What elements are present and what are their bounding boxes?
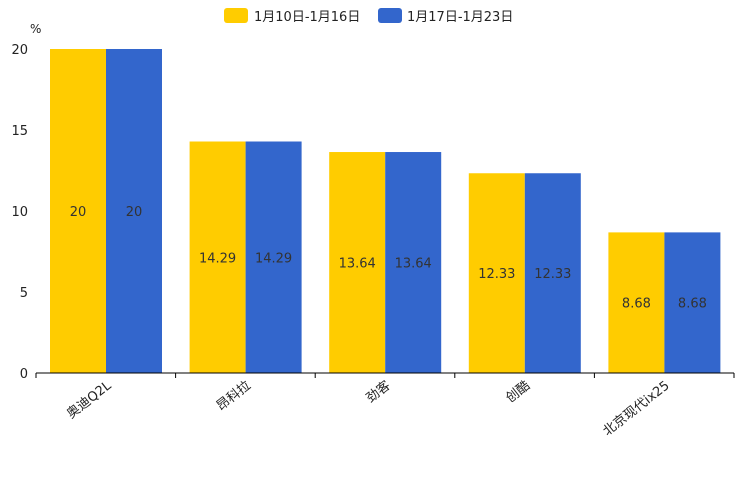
legend-swatch-2	[378, 8, 402, 23]
legend-label-1: 1月10日-1月16日	[254, 10, 360, 25]
y-tick-label-5: 5	[20, 286, 28, 301]
legend-item-2: 1月17日-1月23日	[378, 8, 513, 25]
bars: 20 20 14.29 14.29 13.64 13.64 12.33 12.33 8.68 8.…	[50, 49, 721, 373]
bar-2-1	[106, 49, 162, 373]
bar-2-5	[664, 232, 721, 373]
data-label-2-3: 13.64	[395, 257, 432, 272]
x-category-label-1: 奥迪Q2L	[64, 378, 115, 422]
bar-1-2	[189, 141, 246, 373]
y-axis-unit-label: %	[30, 22, 41, 36]
data-label-1-2: 14.29	[199, 251, 236, 266]
bar-1-4	[468, 173, 525, 373]
bar-2-2	[245, 141, 302, 373]
x-category-label-2: 昂科拉	[214, 378, 254, 414]
y-tick-label-15: 15	[11, 124, 28, 139]
x-category-label-5: 北京现代ix25	[600, 378, 672, 439]
x-axis: 奥迪Q2L 昂科拉 劲客 创酷 北京现代ix25	[35, 372, 735, 439]
bar-2-3	[385, 152, 442, 373]
bar-1-3	[329, 152, 386, 373]
data-label-2-4: 12.33	[534, 267, 571, 282]
x-category-label-3: 劲客	[363, 378, 393, 407]
y-tick-label-10: 10	[11, 205, 28, 220]
data-label-1-1: 20	[70, 205, 87, 220]
bar-1-1	[50, 49, 106, 373]
data-label-2-2: 14.29	[255, 251, 292, 266]
bar-1-5	[608, 232, 665, 373]
data-label-2-1: 20	[126, 205, 143, 220]
data-label-1-4: 12.33	[478, 267, 515, 282]
data-label-2-5: 8.68	[678, 297, 707, 312]
data-label-1-3: 13.64	[339, 257, 376, 272]
legend: 1月10日-1月16日 1月17日-1月23日	[224, 8, 513, 25]
legend-swatch-1	[224, 8, 248, 23]
x-category-label-4: 创酷	[503, 378, 533, 406]
legend-item-1: 1月10日-1月16日	[224, 8, 360, 25]
y-axis: 0 5 10 15 20	[11, 43, 28, 382]
legend-label-2: 1月17日-1月23日	[407, 10, 513, 25]
y-tick-label-0: 0	[20, 367, 28, 382]
data-label-1-5: 8.68	[622, 297, 651, 312]
bar-2-4	[524, 173, 581, 373]
y-tick-label-20: 20	[11, 43, 28, 58]
